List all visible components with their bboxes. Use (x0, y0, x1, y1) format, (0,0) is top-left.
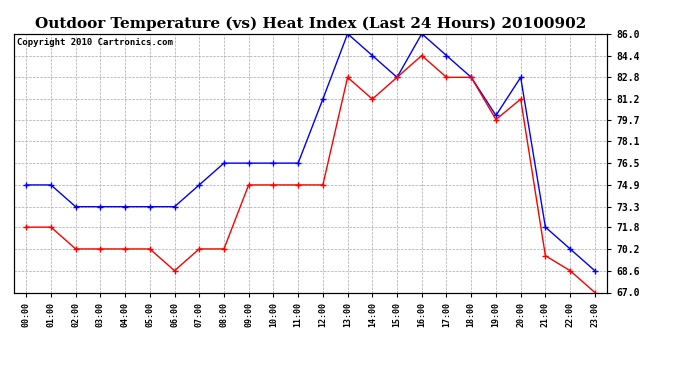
Text: Copyright 2010 Cartronics.com: Copyright 2010 Cartronics.com (17, 38, 172, 46)
Title: Outdoor Temperature (vs) Heat Index (Last 24 Hours) 20100902: Outdoor Temperature (vs) Heat Index (Las… (35, 17, 586, 31)
